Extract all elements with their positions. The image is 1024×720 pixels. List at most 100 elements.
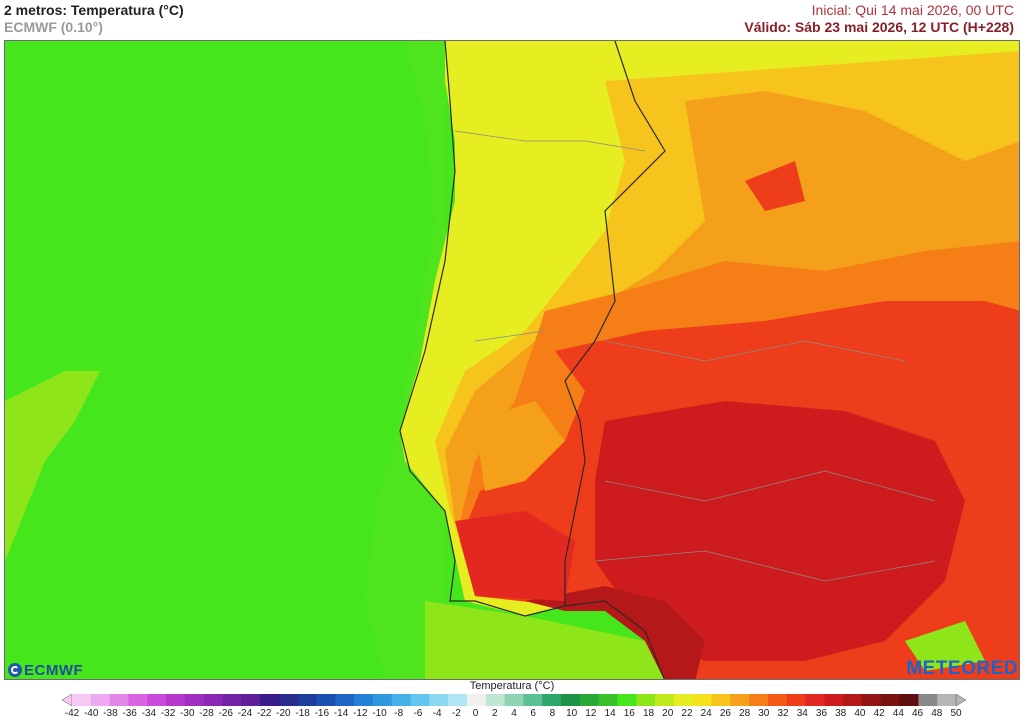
ecmwf-logo-text: ECMWF xyxy=(24,661,84,679)
scale-tick-label: 18 xyxy=(642,708,655,719)
scale-swatch xyxy=(730,694,750,706)
region-borders xyxy=(454,130,936,582)
scale-swatch xyxy=(297,694,318,706)
ecmwf-logo-icon xyxy=(8,663,22,677)
scale-tick-label: -4 xyxy=(432,708,442,719)
scale-tick-label: 20 xyxy=(662,708,674,719)
scale-swatch xyxy=(203,694,223,706)
south-water xyxy=(425,601,664,679)
color-scale xyxy=(62,694,966,706)
scale-swatch xyxy=(485,694,506,706)
scale-tick-label: 28 xyxy=(739,708,751,719)
scale-tick-label: 44 xyxy=(892,708,904,719)
scale-swatch xyxy=(184,694,205,706)
scale-swatch xyxy=(241,694,261,706)
header-right: Inicial: Qui 14 mai 2026, 00 UTC Válido:… xyxy=(744,2,1014,36)
scale-swatch xyxy=(429,694,449,706)
scale-tick-label: -10 xyxy=(372,708,387,719)
temperature-map[interactable] xyxy=(4,40,1020,680)
map-canvas xyxy=(5,41,1019,679)
scale-tick-label: -40 xyxy=(83,708,99,719)
land-dark-red xyxy=(595,401,965,661)
scale-tick-label: -8 xyxy=(394,708,404,719)
scale-swatch xyxy=(354,694,374,706)
scale-tick-label: 0 xyxy=(472,708,479,719)
scale-swatch xyxy=(166,694,186,706)
scale-tick-label: 24 xyxy=(700,708,712,719)
legend-title: Temperatura (°C) xyxy=(469,680,555,692)
scale-tick-label: 8 xyxy=(549,708,556,719)
scale-tick-label: -30 xyxy=(180,708,195,719)
scale-swatch xyxy=(128,694,148,706)
scale-tick-label: 38 xyxy=(835,708,847,719)
scale-tick-label: -32 xyxy=(160,708,176,719)
coastal-water xyxy=(365,41,445,679)
scale-swatch xyxy=(617,694,637,706)
scale-swatch xyxy=(260,694,280,706)
scale-swatch xyxy=(805,694,825,706)
scale-swatch xyxy=(673,694,694,706)
scale-tick-label: -34 xyxy=(141,708,157,719)
portugal-spain-border xyxy=(564,41,666,606)
scale-swatch xyxy=(711,694,731,706)
scale-swatch xyxy=(937,694,957,706)
scale-swatch xyxy=(749,694,769,706)
scale-swatch xyxy=(523,694,543,706)
scale-tick-label: 40 xyxy=(854,708,866,719)
scale-swatch xyxy=(278,694,299,706)
scale-tick-label: 30 xyxy=(758,708,770,719)
scale-swatch xyxy=(561,694,581,706)
scale-tick-label: -24 xyxy=(237,708,253,719)
scale-tick-label: -36 xyxy=(122,708,137,719)
map-title: 2 metros: Temperatura (°C) xyxy=(4,2,184,18)
color-scale-labels: -4 2 -40 -38 -36 -34 -32 -30 -28 -26 -24 -22 -2 0 -18 -… xyxy=(0,708,1024,720)
scale-tick-label: 50 xyxy=(950,708,962,719)
land-patch-3 xyxy=(905,621,985,671)
valid-time: Válido: Sáb 23 mai 2026, 12 UTC (H+228) xyxy=(744,19,1014,35)
land-darkest-red xyxy=(525,586,705,679)
scale-tick-label: -14 xyxy=(333,708,349,719)
scale-tick-label: 22 xyxy=(681,708,693,719)
scale-swatch xyxy=(824,694,844,706)
scale-tick-label: 16 xyxy=(623,708,635,719)
scale-swatch xyxy=(222,694,242,706)
scale-swatch xyxy=(448,694,468,706)
scale-tick-label: 46 xyxy=(912,708,924,719)
scale-tick-label: -26 xyxy=(218,708,233,719)
meteored-logo: METEORED xyxy=(906,658,1018,679)
model-label: ECMWF (0.10°) xyxy=(4,19,103,35)
scale-tick-label: 32 xyxy=(777,708,789,719)
scale-swatch xyxy=(767,694,788,706)
scale-tick-label: -2 xyxy=(451,708,461,719)
scale-swatch xyxy=(692,694,712,706)
scale-swatch xyxy=(542,694,562,706)
scale-tick-label: -22 xyxy=(256,708,272,719)
scale-swatch xyxy=(466,694,487,706)
scale-swatch xyxy=(504,694,524,706)
scale-swatch xyxy=(880,694,901,706)
land-patch-2 xyxy=(745,161,805,211)
warm-water-patch xyxy=(5,371,100,561)
scale-swatch xyxy=(109,694,129,706)
init-time: Inicial: Qui 14 mai 2026, 00 UTC xyxy=(811,2,1014,18)
scale-tick-label: 4 xyxy=(511,708,517,719)
scale-tick-label: 14 xyxy=(604,708,616,719)
scale-tick-label: 42 xyxy=(873,708,885,719)
scale-swatch xyxy=(335,694,355,706)
scale-tick-label: 34 xyxy=(796,708,808,719)
scale-tick-label: 26 xyxy=(719,708,731,719)
scale-tick-label: -38 xyxy=(103,708,118,719)
scale-tick-label: 36 xyxy=(815,708,828,719)
scale-swatch xyxy=(316,694,336,706)
scale-swatch xyxy=(147,694,167,706)
scale-tick-label: -28 xyxy=(199,708,214,719)
scale-swatch xyxy=(372,694,393,706)
scale-swatch xyxy=(598,694,618,706)
scale-swatch xyxy=(861,694,882,706)
scale-swatch xyxy=(918,694,938,706)
scale-swatch xyxy=(90,694,111,706)
scale-swatch xyxy=(391,694,412,706)
scale-tick-label: -18 xyxy=(295,708,310,719)
scale-swatch xyxy=(410,694,430,706)
scale-tick-label: 2 xyxy=(492,708,498,719)
